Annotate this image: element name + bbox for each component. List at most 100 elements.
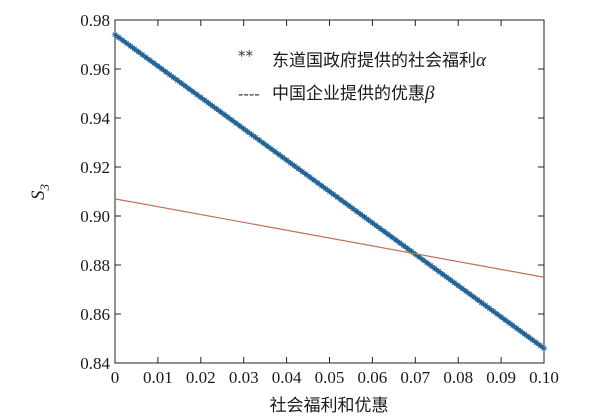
- star-stroke: [167, 72, 173, 78]
- series-alpha-point: [509, 322, 516, 329]
- series-alpha-point: [357, 211, 364, 218]
- star-stroke: [529, 337, 535, 343]
- series-beta-line: [114, 198, 545, 278]
- series-alpha-point: [127, 42, 134, 50]
- star-stroke: [397, 240, 403, 246]
- star-stroke: [186, 86, 192, 92]
- star-stroke: [303, 171, 309, 177]
- series-alpha-point: [517, 327, 524, 335]
- series-alpha-point: [306, 174, 314, 181]
- star-stroke: [131, 46, 138, 52]
- legend-marker-series-1: **: [238, 47, 254, 65]
- y-tick-label: 0.92: [80, 158, 110, 177]
- star-stroke: [541, 345, 547, 351]
- star-stroke: [502, 317, 508, 323]
- star-stroke: [225, 114, 231, 120]
- star-stroke: [139, 52, 145, 58]
- series-alpha-point: [482, 302, 489, 309]
- y-tick-label: 0.84: [80, 354, 110, 373]
- series-alpha-point: [119, 37, 126, 44]
- series-alpha-point: [533, 339, 540, 346]
- star-stroke: [475, 297, 481, 303]
- star-stroke: [112, 32, 118, 38]
- x-tick-label: 0.09: [486, 368, 516, 387]
- star-stroke: [373, 223, 379, 229]
- star-stroke: [369, 220, 375, 226]
- series-alpha-point: [197, 94, 204, 101]
- series-alpha-point: [478, 299, 485, 306]
- star-stroke: [194, 92, 200, 98]
- star-stroke: [514, 325, 520, 331]
- series-alpha-point: [431, 265, 438, 272]
- series-alpha-point: [439, 270, 446, 278]
- series-alpha-point: [388, 233, 396, 241]
- star-stroke: [135, 49, 141, 55]
- star-stroke: [482, 303, 489, 309]
- series-alpha-point: [178, 79, 185, 87]
- series-alpha-point: [427, 262, 435, 269]
- series-alpha-point: [111, 31, 119, 38]
- star-stroke: [284, 157, 290, 163]
- series-alpha-point: [423, 259, 431, 266]
- series-alpha-point: [455, 282, 462, 289]
- legend-label-series-1: 东道国政府提供的社会福利α: [272, 50, 487, 71]
- legend-label-series-2: 中国企业提供的优惠β: [272, 83, 435, 104]
- star-stroke: [389, 234, 395, 240]
- y-tick-label: 0.98: [80, 11, 110, 30]
- x-tick-label: 0.07: [400, 368, 430, 387]
- series-alpha-point: [260, 139, 267, 147]
- series-alpha-point: [185, 85, 193, 93]
- series-alpha-point: [349, 205, 357, 212]
- series-alpha-point: [295, 165, 302, 172]
- series-alpha-point: [373, 222, 380, 229]
- series-alpha-point: [287, 159, 294, 167]
- series-alpha-point: [505, 319, 513, 326]
- series-alpha-point: [217, 108, 224, 115]
- star-stroke: [174, 77, 180, 83]
- series-alpha-point: [392, 236, 399, 244]
- x-tick-label: 0.10: [529, 368, 559, 387]
- x-tick-label: 0.08: [443, 368, 473, 387]
- series-alpha-point: [322, 185, 329, 192]
- series-alpha-point: [353, 208, 360, 215]
- legend-symbol-beta: β: [424, 83, 435, 104]
- star-stroke: [252, 134, 258, 140]
- series-alpha-point: [154, 62, 162, 70]
- star-stroke: [163, 69, 169, 75]
- series-alpha-point: [228, 117, 236, 124]
- series-alpha-point: [299, 168, 306, 175]
- star-stroke: [295, 166, 301, 172]
- series-alpha-point: [240, 125, 247, 132]
- star-stroke: [287, 160, 294, 166]
- y-tick-label: 0.94: [80, 109, 110, 128]
- series-alpha-point: [451, 279, 458, 286]
- star-stroke: [428, 263, 434, 269]
- star-stroke: [440, 271, 446, 277]
- series-alpha-point: [302, 171, 310, 178]
- y-tick-label: 0.86: [80, 305, 110, 324]
- x-tick-label: 0.04: [272, 368, 302, 387]
- star-stroke: [264, 143, 270, 149]
- star-stroke: [346, 203, 352, 209]
- series-alpha-point: [529, 336, 536, 343]
- star-stroke: [280, 154, 286, 160]
- star-stroke: [241, 126, 247, 132]
- star-stroke: [498, 314, 504, 320]
- series-alpha-point: [435, 268, 442, 275]
- series-alpha-point: [330, 191, 337, 198]
- legend-label-series-2-text: 中国企业提供的优惠: [272, 84, 425, 104]
- y-tick-label: 0.96: [80, 60, 110, 79]
- star-stroke: [467, 291, 473, 297]
- series-alpha-point: [377, 225, 384, 232]
- series-alpha-point: [279, 154, 286, 161]
- star-stroke: [494, 311, 500, 317]
- star-stroke: [451, 280, 457, 286]
- y-axis-label-main: S: [28, 190, 49, 200]
- star-stroke: [459, 285, 465, 291]
- star-stroke: [299, 169, 305, 175]
- star-stroke: [209, 103, 216, 109]
- series-alpha-point: [275, 151, 282, 158]
- series-alpha-point: [497, 313, 505, 321]
- star-stroke: [420, 257, 426, 263]
- star-stroke: [128, 43, 134, 49]
